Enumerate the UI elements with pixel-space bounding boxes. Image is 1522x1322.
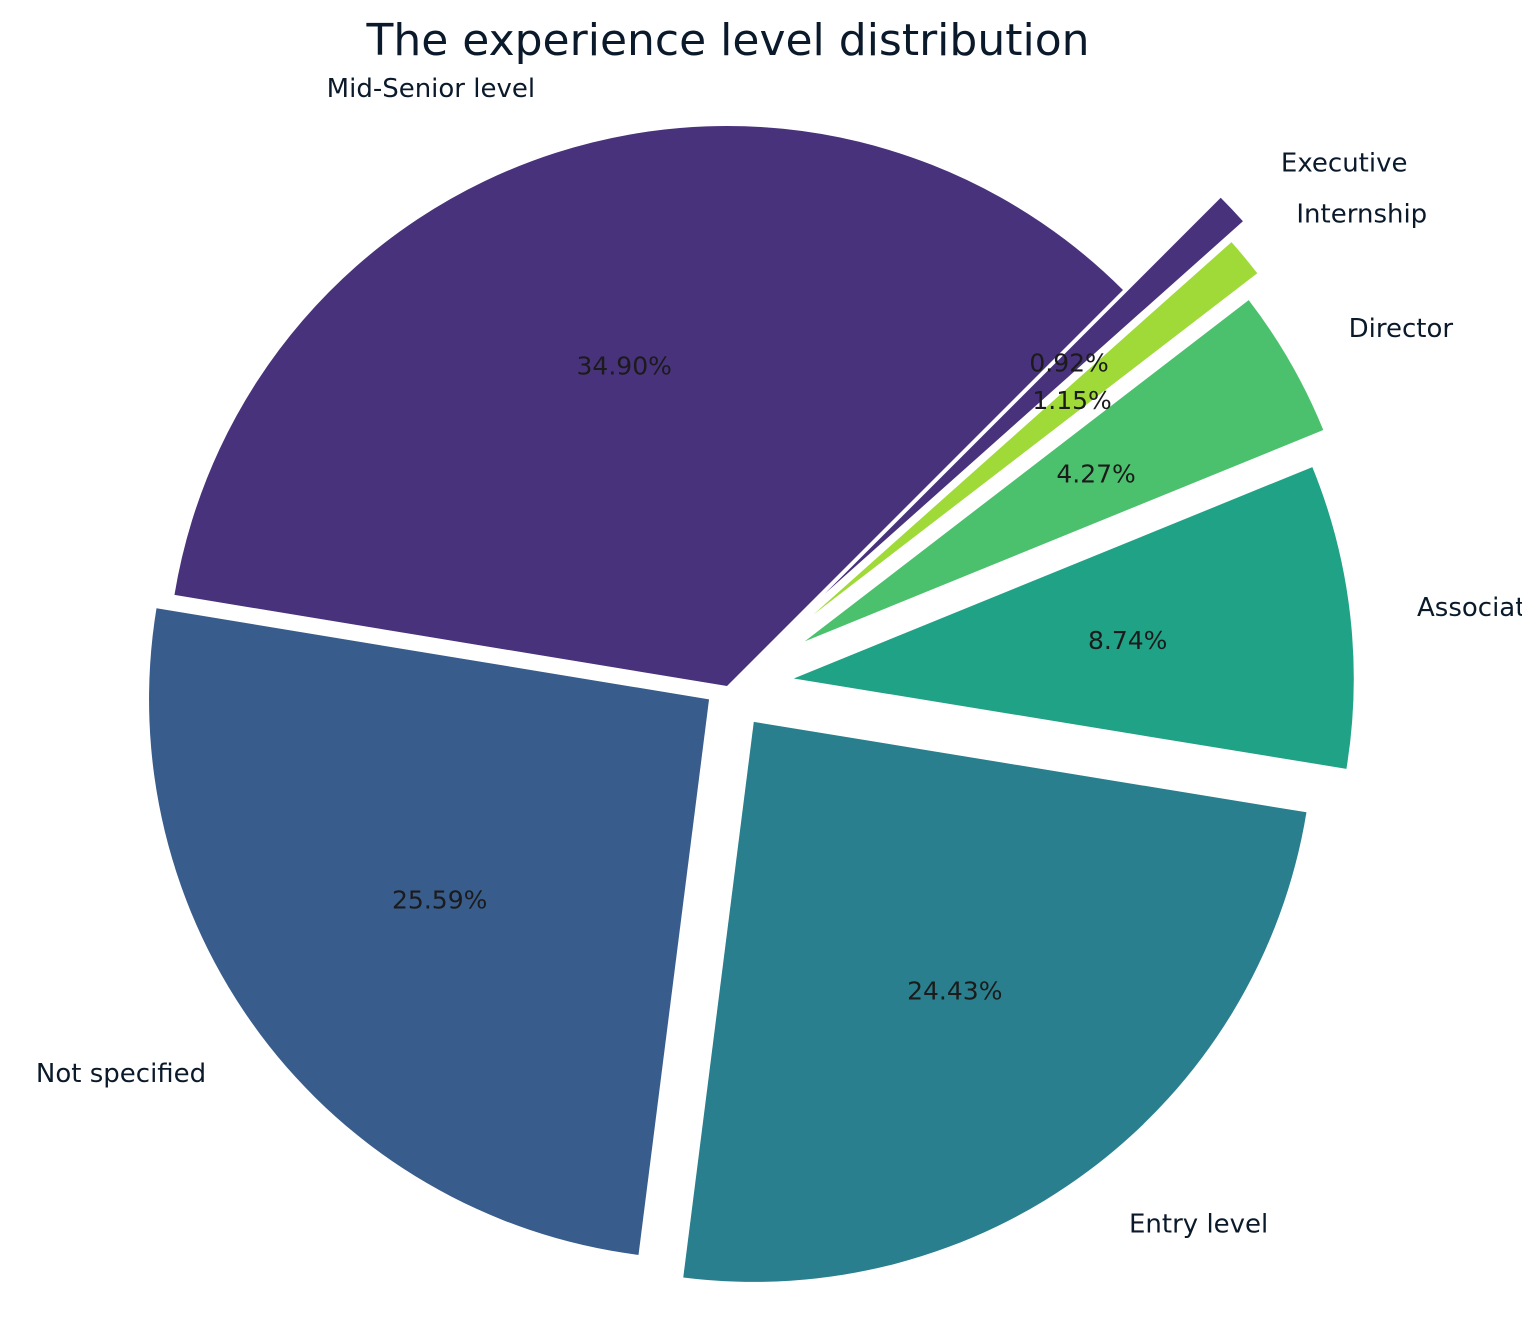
pie-slice-entry-level — [683, 721, 1307, 1282]
pie-slice-mid-senior-level — [174, 126, 1123, 686]
slice-label-executive: Executive — [1281, 148, 1408, 178]
pie-slice-executive — [824, 197, 1243, 594]
slice-percent-not-specified: 25.59% — [392, 886, 487, 915]
slice-label-director: Director — [1349, 314, 1454, 344]
slice-percent-mid-senior-level: 34.90% — [577, 352, 672, 381]
slice-label-entry-level: Entry level — [1129, 1210, 1268, 1240]
pie-slice-internship — [813, 242, 1258, 615]
chart-title: The experience level distribution — [365, 15, 1089, 66]
slice-percent-associate: 8.74% — [1088, 626, 1167, 655]
slice-percent-entry-level: 24.43% — [907, 977, 1002, 1006]
pie-slice-director — [804, 300, 1324, 642]
slice-percent-executive: 0.92% — [1029, 349, 1108, 378]
pie-slice-associate — [793, 467, 1354, 769]
slice-label-mid-senior-level: Mid-Senior level — [327, 74, 535, 104]
slice-percent-director: 4.27% — [1056, 460, 1135, 489]
pie-slice-not-specified — [149, 608, 710, 1255]
pie-slices — [149, 126, 1354, 1282]
slice-label-associate: Associate — [1417, 593, 1522, 623]
slice-percent-internship: 1.15% — [1032, 386, 1111, 415]
slice-label-internship: Internship — [1296, 200, 1427, 230]
slice-label-not-specified: Not specified — [36, 1059, 206, 1089]
pie-labels: Mid-Senior level 34.90% Not specified 25.59… — [36, 74, 1522, 1240]
